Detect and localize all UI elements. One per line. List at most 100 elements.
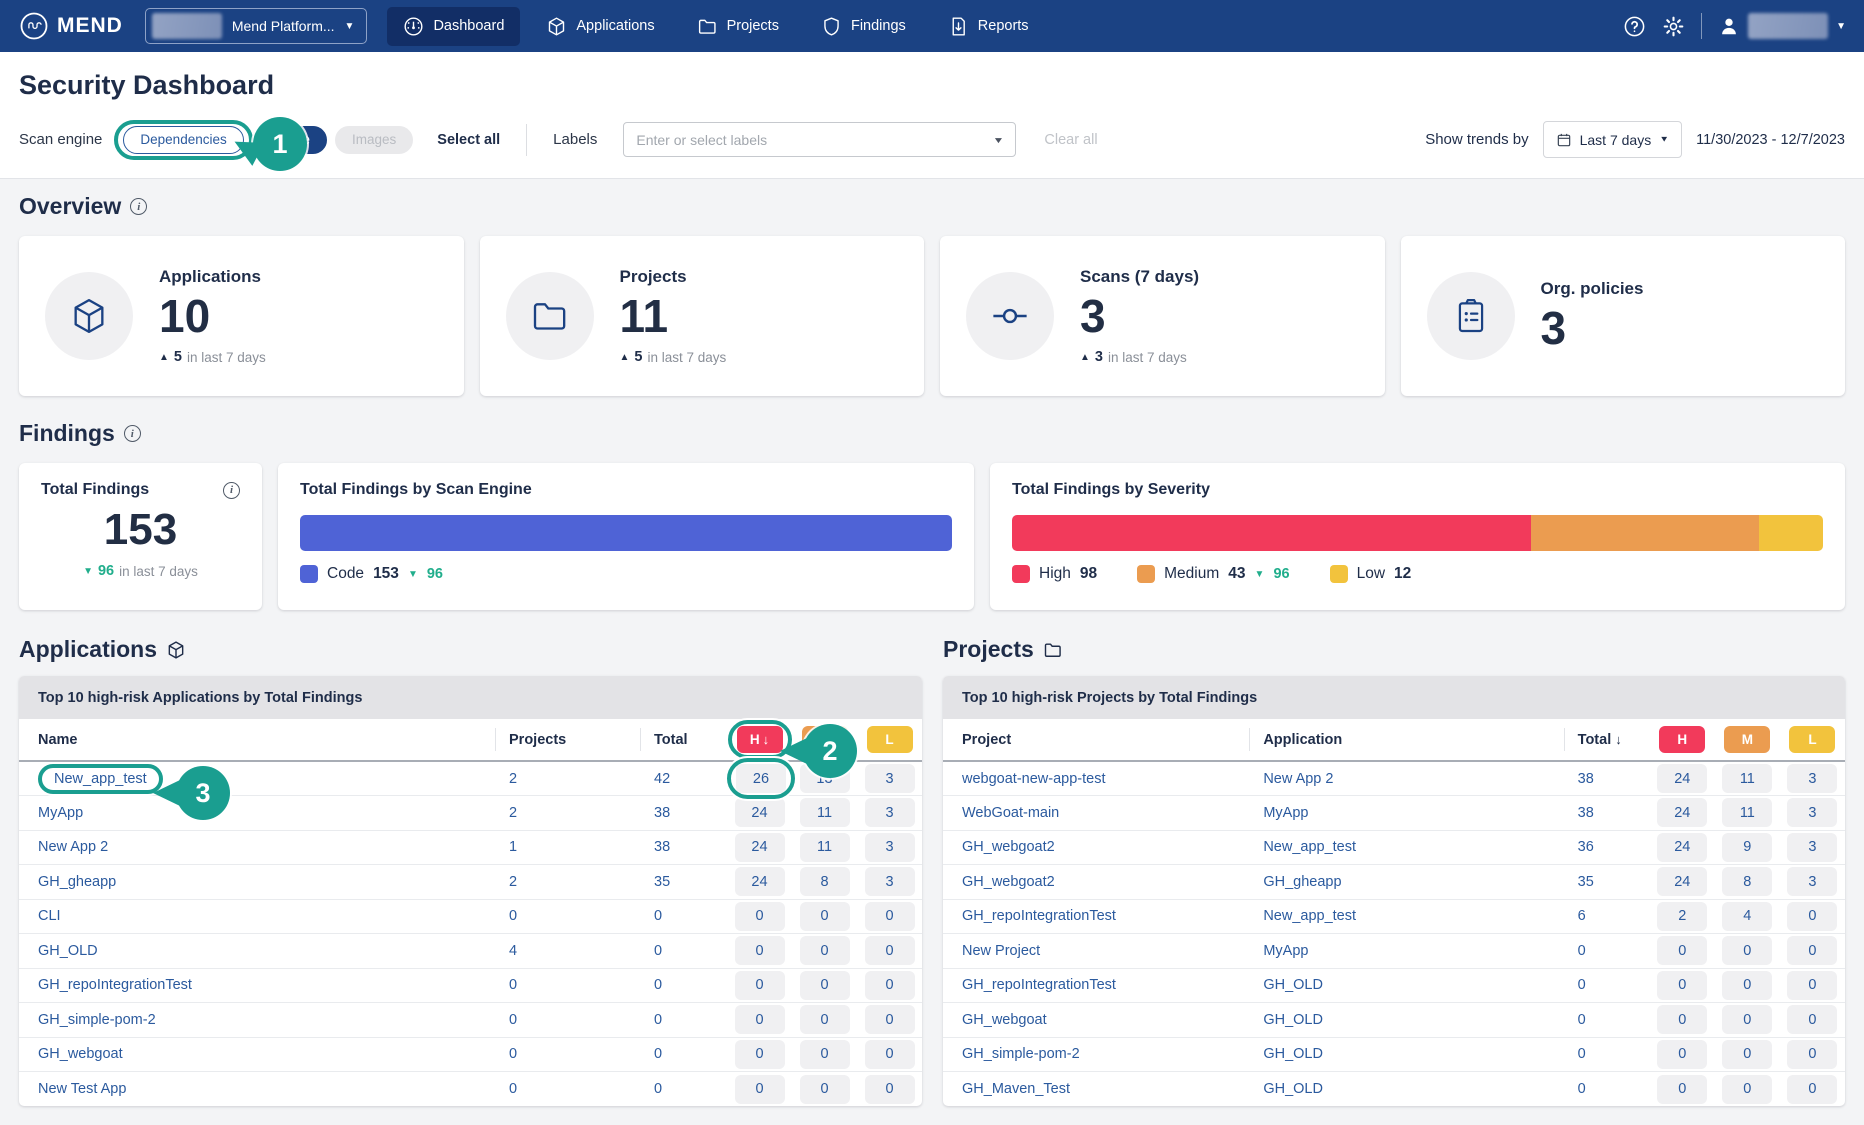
row-value[interactable]: 2 [509, 804, 518, 821]
row-name-link[interactable]: GH_simple-pom-2 [962, 1046, 1080, 1063]
row-name-link[interactable]: New App 2 [38, 839, 109, 856]
severity-count-chip[interactable]: 24 [1657, 832, 1708, 862]
severity-stacked-bar[interactable] [1012, 515, 1823, 551]
severity-count-chip[interactable]: 24 [734, 798, 785, 828]
severity-count-chip[interactable]: 0 [799, 1039, 850, 1069]
severity-count-chip[interactable]: 26 [736, 764, 786, 793]
nav-item-reports[interactable]: Reports [932, 7, 1045, 46]
severity-count-chip[interactable]: 0 [1722, 1005, 1773, 1035]
column-header-projects[interactable]: Projects [495, 719, 642, 762]
column-header-name[interactable]: Name [19, 719, 497, 762]
date-range-button[interactable]: Last 7 days ▼ [1542, 121, 1683, 158]
severity-count-chip[interactable]: 4 [1722, 901, 1773, 931]
user-menu[interactable]: ▼ [1718, 13, 1846, 39]
row-value[interactable]: GH_OLD [1263, 977, 1323, 994]
row-value[interactable]: 38 [1577, 770, 1594, 787]
severity-count-chip[interactable]: 0 [799, 936, 850, 966]
severity-count-chip[interactable]: 3 [864, 764, 915, 793]
row-name-link[interactable]: webgoat-new-app-test [962, 770, 1106, 787]
row-value[interactable]: 0 [509, 1046, 518, 1063]
row-name-link[interactable]: New_app_test [54, 770, 147, 787]
column-header-project[interactable]: Project [943, 719, 1252, 762]
column-header-low[interactable]: L [1779, 719, 1845, 762]
severity-count-chip[interactable]: 0 [1657, 1005, 1708, 1035]
severity-count-chip[interactable]: 0 [799, 1074, 850, 1104]
severity-count-chip[interactable]: 3 [864, 798, 915, 828]
scan-engine-pill-dependencies[interactable]: Dependencies [123, 125, 244, 154]
severity-count-chip[interactable]: 0 [864, 1005, 915, 1035]
severity-count-chip[interactable]: 0 [1722, 936, 1773, 966]
row-name-link[interactable]: GH_webgoat2 [962, 873, 1055, 890]
severity-count-chip[interactable]: 0 [734, 1005, 785, 1035]
severity-count-chip[interactable]: 3 [1787, 798, 1838, 828]
severity-count-chip[interactable]: 0 [1722, 1074, 1773, 1104]
severity-count-chip[interactable]: 0 [799, 901, 850, 931]
row-name-link[interactable]: GH_repoIntegrationTest [962, 977, 1116, 994]
severity-count-chip[interactable]: 0 [734, 1039, 785, 1069]
row-value[interactable]: 42 [654, 770, 671, 787]
severity-count-chip[interactable]: 24 [1657, 867, 1708, 897]
row-name-link[interactable]: GH_repoIntegrationTest [38, 977, 192, 994]
row-value[interactable]: 0 [1577, 1081, 1586, 1097]
mend-logo[interactable]: MEND [19, 11, 123, 41]
row-value[interactable]: 2 [509, 770, 518, 787]
row-value[interactable]: 0 [654, 942, 663, 959]
severity-count-chip[interactable]: 0 [734, 1074, 785, 1104]
row-name-link[interactable]: New Test App [38, 1081, 127, 1097]
column-header-total[interactable]: Total ↓ [1563, 719, 1650, 762]
severity-count-chip[interactable]: 11 [1722, 764, 1773, 793]
severity-count-chip[interactable]: 0 [1787, 901, 1838, 931]
row-value[interactable]: GH_OLD [1263, 1011, 1323, 1028]
severity-count-chip[interactable]: 0 [1657, 970, 1708, 1000]
severity-count-chip[interactable]: 0 [734, 901, 785, 931]
severity-count-chip[interactable]: 0 [864, 1074, 915, 1104]
severity-count-chip[interactable]: 11 [1722, 798, 1773, 828]
row-value[interactable]: 0 [509, 908, 518, 925]
severity-count-chip[interactable]: 24 [1657, 798, 1708, 828]
row-value[interactable]: 0 [654, 1046, 663, 1063]
row-value[interactable]: 0 [654, 908, 663, 925]
severity-segment-high[interactable] [1012, 515, 1532, 551]
org-switcher-dropdown[interactable]: Mend Platform... ▼ [144, 8, 368, 44]
row-value[interactable]: 0 [509, 1081, 518, 1097]
row-name-link[interactable]: GH_OLD [38, 942, 98, 959]
row-value[interactable]: 4 [509, 942, 518, 959]
row-value[interactable]: 36 [1577, 839, 1594, 856]
row-name-link[interactable]: GH_Maven_Test [962, 1081, 1070, 1097]
row-name-link[interactable]: GH_webgoat2 [962, 839, 1055, 856]
severity-count-chip[interactable]: 0 [1657, 1039, 1708, 1069]
row-value[interactable]: MyApp [1263, 942, 1309, 959]
severity-count-chip[interactable]: 24 [734, 867, 785, 897]
nav-item-applications[interactable]: Applications [530, 7, 670, 46]
scan-engine-pill-images[interactable]: Images [335, 125, 414, 154]
severity-count-chip[interactable]: 3 [864, 867, 915, 897]
select-all-button[interactable]: Select all [437, 131, 501, 148]
info-icon[interactable]: i [123, 425, 141, 442]
row-value[interactable]: New_app_test [1263, 908, 1357, 925]
severity-count-chip[interactable]: 2 [1657, 901, 1708, 931]
gear-icon[interactable] [1662, 15, 1685, 38]
row-value[interactable]: 38 [654, 839, 671, 856]
severity-count-chip[interactable]: 0 [864, 936, 915, 966]
severity-count-chip[interactable]: 0 [799, 1005, 850, 1035]
clear-all-button[interactable]: Clear all [1044, 131, 1098, 148]
row-name-link[interactable]: MyApp [38, 804, 84, 821]
row-value[interactable]: 35 [654, 873, 671, 890]
severity-count-chip[interactable]: 0 [1722, 1039, 1773, 1069]
row-value[interactable]: 0 [1577, 1046, 1586, 1063]
row-value[interactable]: 0 [654, 1011, 663, 1028]
nav-item-dashboard[interactable]: Dashboard [387, 6, 521, 46]
severity-count-chip[interactable]: 11 [799, 798, 850, 828]
nav-item-findings[interactable]: Findings [805, 7, 922, 46]
row-name-link[interactable]: New Project [962, 942, 1041, 959]
severity-count-chip[interactable]: 8 [799, 867, 850, 897]
severity-count-chip[interactable]: 0 [864, 1039, 915, 1069]
severity-count-chip[interactable]: 0 [1787, 1074, 1838, 1104]
severity-count-chip[interactable]: 0 [864, 970, 915, 1000]
row-value[interactable]: 0 [1577, 977, 1586, 994]
severity-count-chip[interactable]: 3 [1787, 832, 1838, 862]
severity-count-chip[interactable]: 0 [1657, 936, 1708, 966]
row-value[interactable]: GH_OLD [1263, 1046, 1323, 1063]
severity-count-chip[interactable]: 0 [1722, 970, 1773, 1000]
row-value[interactable]: 38 [654, 804, 671, 821]
